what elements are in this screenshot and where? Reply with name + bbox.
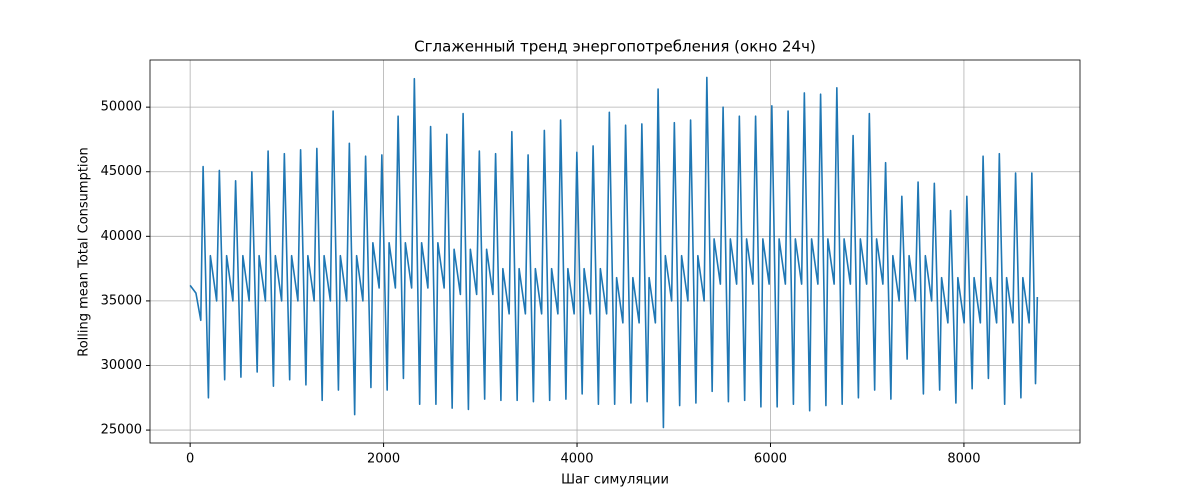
x-tick-label: 2000 <box>367 452 400 467</box>
x-axis-label: Шаг симуляции <box>561 473 669 488</box>
plot-frame <box>149 59 1081 444</box>
y-tick-label: 50000 <box>101 100 142 115</box>
y-axis-label: Rolling mean Total Consumption <box>77 147 92 356</box>
x-tick-label: 8000 <box>947 452 980 467</box>
line-series <box>189 76 1039 429</box>
chart-title: Сглаженный тренд энергопотребления (окно… <box>414 38 816 56</box>
y-tick-label: 40000 <box>101 229 142 244</box>
y-tick-label: 30000 <box>101 358 142 373</box>
x-tick-label: 0 <box>186 452 194 467</box>
y-tick-label: 25000 <box>101 423 142 438</box>
y-tick-label: 35000 <box>101 293 142 308</box>
x-tick-label: 6000 <box>754 452 787 467</box>
y-tick-label: 45000 <box>101 164 142 179</box>
x-tick-label: 4000 <box>560 452 593 467</box>
